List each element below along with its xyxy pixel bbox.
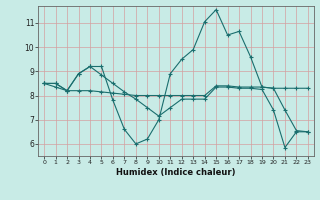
X-axis label: Humidex (Indice chaleur): Humidex (Indice chaleur)	[116, 168, 236, 177]
